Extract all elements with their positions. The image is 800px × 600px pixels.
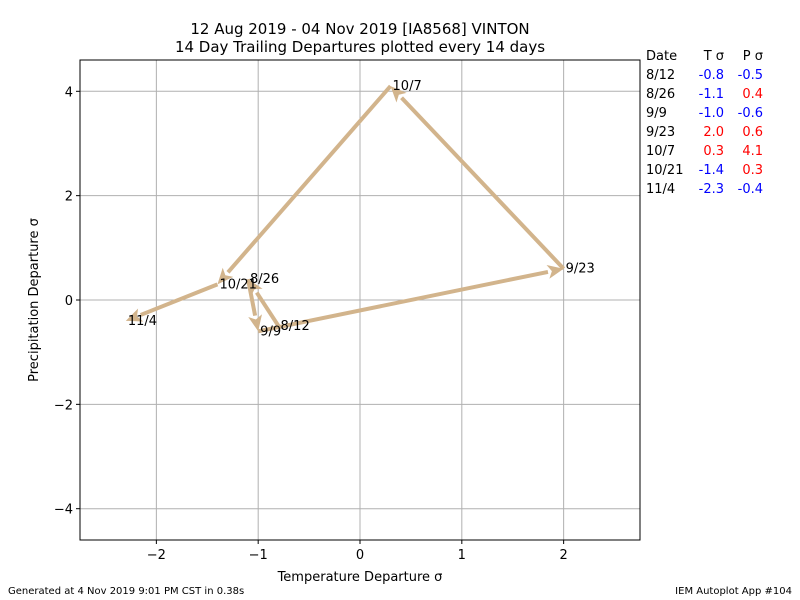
table-date: 9/23 xyxy=(646,125,675,140)
point-label-10/21: 10/21 xyxy=(219,277,256,292)
x-tick-label: −1 xyxy=(249,548,268,563)
table-date: 10/7 xyxy=(646,144,675,159)
table-precip-value: 4.1 xyxy=(742,144,763,159)
table-temp-value: -1.0 xyxy=(699,106,724,121)
table-temp-value: -0.8 xyxy=(699,68,724,83)
table-date: 11/4 xyxy=(646,182,675,197)
point-labels: 8/12 8/26 9/9 9/23 10/7 10/21 11/4 xyxy=(128,79,595,339)
chart-subtitle: 14 Day Trailing Departures plotted every… xyxy=(175,38,545,56)
table-date: 9/9 xyxy=(646,106,667,121)
table-precip-value: 0.6 xyxy=(742,125,763,140)
point-label-9/23: 9/23 xyxy=(566,262,595,277)
arrowhead-9/9 xyxy=(248,314,262,332)
table-precip-value: -0.4 xyxy=(738,182,763,197)
table-date: 8/26 xyxy=(646,87,675,102)
arrow-10/21-to-11/4 xyxy=(139,282,219,317)
arrow-9/9-to-9/23 xyxy=(257,269,549,334)
table-precip-value: -0.6 xyxy=(738,106,763,121)
arrow-10/7-to-10/21 xyxy=(226,84,393,274)
y-tick-label: 4 xyxy=(65,85,73,100)
y-tick-label: 2 xyxy=(65,190,73,205)
grid-lines xyxy=(80,60,640,540)
table-temp-value: -1.4 xyxy=(699,163,724,178)
table-header-date: Date xyxy=(646,49,677,64)
arrow-8/12-to-8/26 xyxy=(255,291,281,328)
arrowhead-10/21 xyxy=(217,267,234,285)
table-precip-value: 0.3 xyxy=(742,163,763,178)
footer-generated: Generated at 4 Nov 2019 9:01 PM CST in 0… xyxy=(8,586,244,597)
y-axis-ticks: −4 −2 0 2 4 xyxy=(54,85,80,518)
table-temp-value: 2.0 xyxy=(703,125,724,140)
arrow-8/26-to-9/9 xyxy=(246,278,258,316)
table-date: 8/12 xyxy=(646,68,675,83)
x-axis-label: Temperature Departure σ xyxy=(277,570,443,585)
point-label-11/4: 11/4 xyxy=(128,314,157,329)
x-tick-label: 2 xyxy=(559,548,567,563)
x-tick-label: 1 xyxy=(458,548,466,563)
y-tick-label: 0 xyxy=(65,294,73,309)
table-temp-value: -1.1 xyxy=(699,87,724,102)
arrowhead-9/23 xyxy=(546,265,564,279)
table-precip-value: -0.5 xyxy=(738,68,763,83)
table-date: 10/21 xyxy=(646,163,683,178)
arrowhead-11/4 xyxy=(125,308,144,322)
table-header-precip: P σ xyxy=(743,49,763,64)
plot-frame xyxy=(79,59,641,541)
x-tick-label: 0 xyxy=(356,548,364,563)
x-tick-label: −2 xyxy=(147,548,166,563)
chart-title: 12 Aug 2019 - 04 Nov 2019 [IA8568] VINTO… xyxy=(190,20,529,38)
arrowhead-10/7 xyxy=(390,86,407,103)
trajectory-arrows xyxy=(125,84,566,334)
y-tick-label: −2 xyxy=(54,398,73,413)
point-label-9/9: 9/9 xyxy=(260,324,281,339)
footer-app: IEM Autoplot App #104 xyxy=(675,586,792,597)
point-label-8/26: 8/26 xyxy=(250,272,279,287)
y-axis-label: Precipitation Departure σ xyxy=(27,218,42,382)
table-temp-value: -2.3 xyxy=(699,182,724,197)
y-tick-label: −4 xyxy=(54,503,73,518)
table-header-temp: T σ xyxy=(703,49,724,64)
point-label-10/7: 10/7 xyxy=(393,79,422,94)
table-temp-value: 0.3 xyxy=(703,144,724,159)
x-axis-ticks: −2 −1 0 1 2 xyxy=(147,540,568,563)
arrow-9/23-to-10/7 xyxy=(400,96,566,271)
point-label-8/12: 8/12 xyxy=(281,319,310,334)
table-precip-value: 0.4 xyxy=(742,87,763,102)
departure-table: Date T σ P σ 8/12 -0.8 -0.5 8/26 -1.1 0.4 9/9 -… xyxy=(646,49,763,197)
